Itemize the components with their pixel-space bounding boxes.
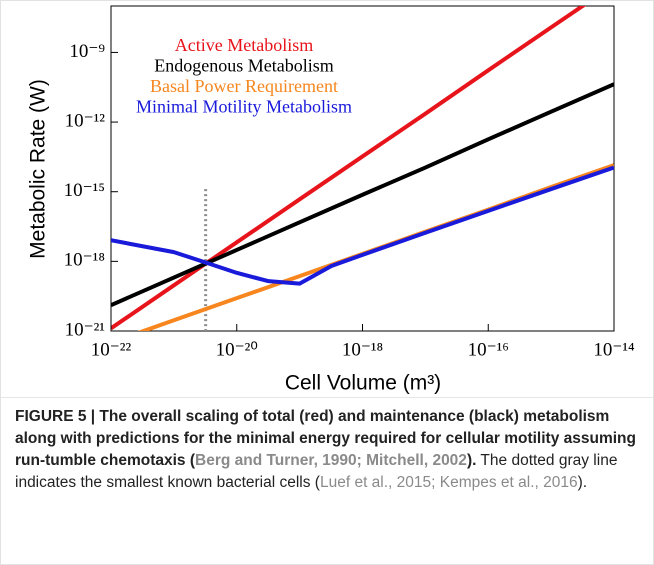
legend-entry: Minimal Motility Metabolism [136,97,352,117]
x-tick-label: 10⁻²² [91,339,132,360]
series-line [111,6,587,331]
caption-text: FIGURE 5 | The overall scaling of total … [15,408,636,469]
x-tick-label: 10⁻¹⁸ [342,339,383,360]
x-tick-label: 10⁻¹⁶ [468,339,509,360]
y-axis-title: Metabolic Rate (W) [27,79,50,259]
y-tick-label: 10⁻¹⁸ [64,250,105,271]
plot-area [111,6,614,331]
y-tick-label: 10⁻⁹ [69,41,105,62]
separator [1,397,653,398]
caption: FIGURE 5 | The overall scaling of total … [15,406,643,494]
y-tick-label: 10⁻²¹ [65,319,106,340]
x-axis-title: Cell Volume (m³) [285,372,441,395]
caption-citation: Berg and Turner, 1990; Mitchell, 2002 [195,452,467,469]
series-line [111,82,614,307]
x-tick-label: 10⁻²⁰ [216,339,258,360]
x-tick-label: 10⁻¹⁴ [593,339,635,360]
y-tick-label: 10⁻¹² [65,110,106,131]
caption-text: ). [466,452,477,469]
legend-entry: Active Metabolism [175,35,313,55]
caption-text: The dotted gray line indicates the small… [15,452,618,491]
y-tick-label: 10⁻¹⁵ [64,180,105,201]
legend-entry: Basal Power Requirement [150,76,338,96]
legend-entry: Endogenous Metabolism [154,56,333,76]
chart: Cell Volume (m³) Metabolic Rate (W) 10⁻²… [27,5,635,395]
series-line [111,165,614,286]
caption-citation: Luef et al., 2015; Kempes et al., 2016 [319,474,578,491]
caption-text: ). [577,474,588,491]
